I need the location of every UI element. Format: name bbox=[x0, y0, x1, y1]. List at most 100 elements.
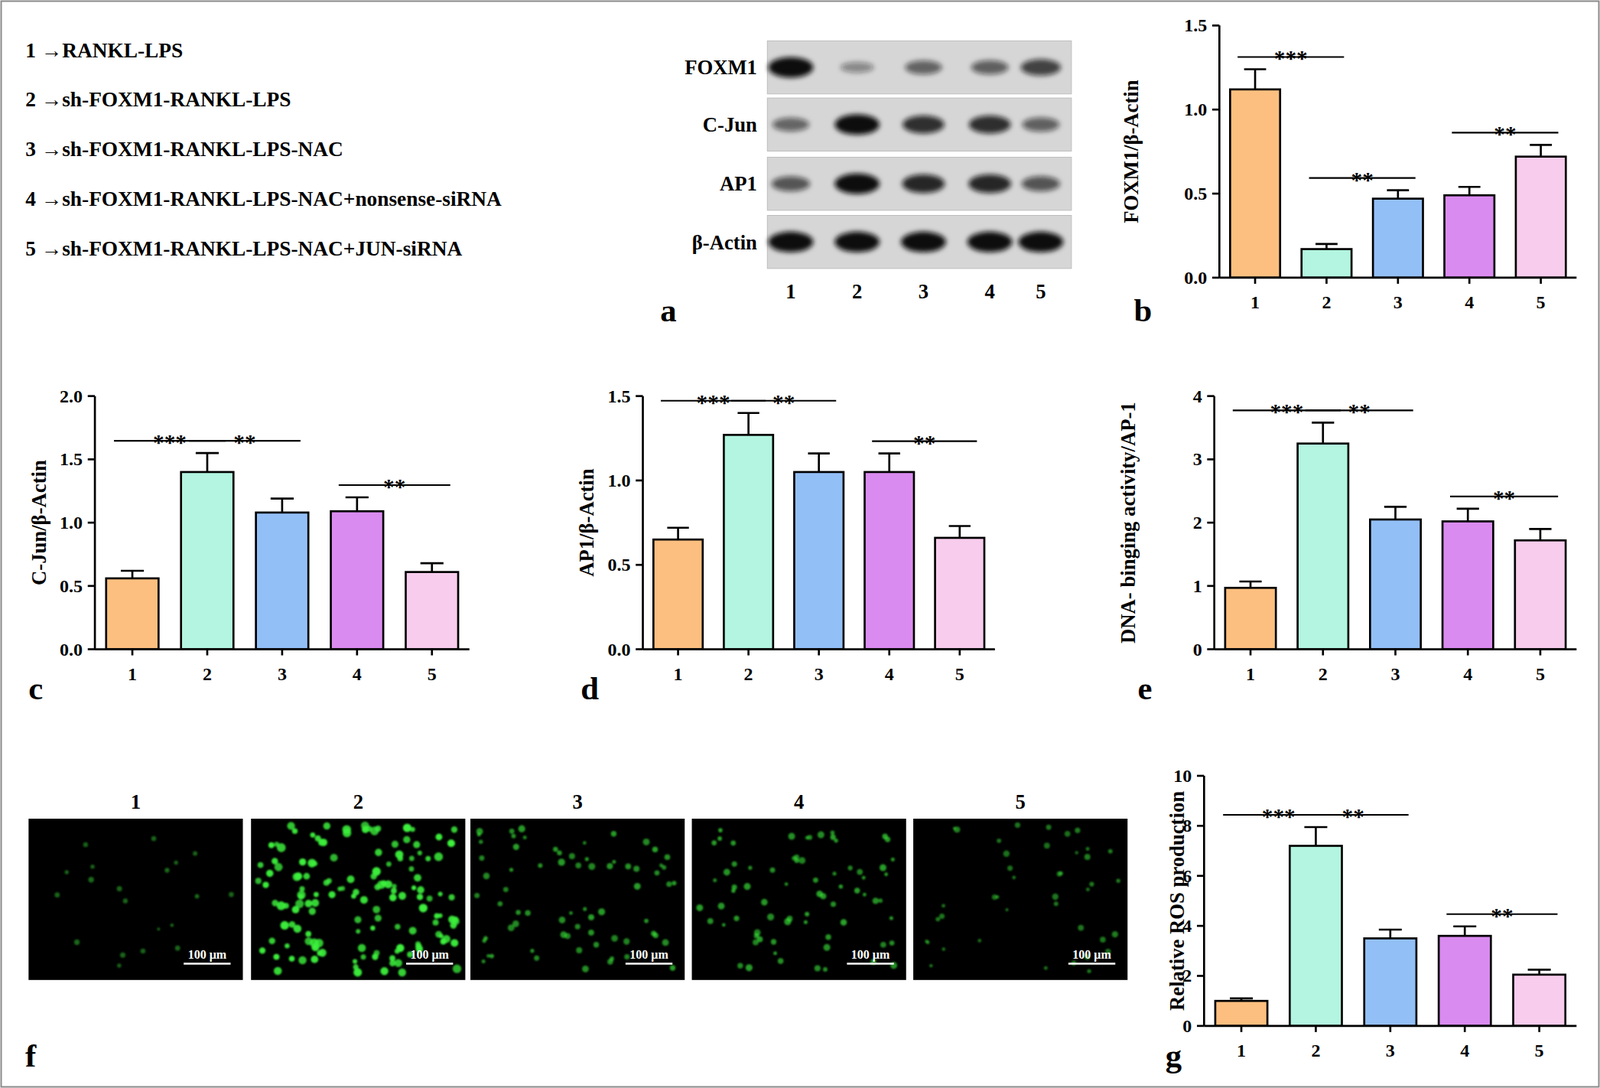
cell bbox=[569, 852, 576, 859]
x-tick bbox=[676, 649, 680, 656]
cell bbox=[588, 913, 595, 921]
cell bbox=[1011, 875, 1016, 880]
cell bbox=[397, 855, 404, 862]
cell bbox=[813, 877, 819, 883]
bar bbox=[1364, 937, 1417, 1025]
cell bbox=[582, 840, 587, 845]
cell bbox=[588, 862, 596, 870]
bar-chart: 024681012345Relative ROS production*****… bbox=[1165, 765, 1578, 1074]
cell bbox=[450, 938, 459, 947]
cell bbox=[1086, 887, 1090, 892]
cell bbox=[695, 904, 703, 911]
bar bbox=[1372, 198, 1423, 278]
x-tick-label: 3 bbox=[1385, 1040, 1396, 1061]
cell bbox=[357, 943, 367, 953]
cell bbox=[474, 892, 480, 898]
cell bbox=[274, 862, 283, 872]
cell bbox=[398, 891, 407, 900]
cell bbox=[611, 830, 617, 836]
cell bbox=[803, 920, 808, 924]
cell bbox=[371, 952, 378, 960]
error-bar bbox=[1229, 998, 1253, 1001]
cell bbox=[833, 838, 838, 843]
cell bbox=[307, 858, 316, 867]
cell bbox=[330, 853, 339, 862]
y-tick-label: 0.5 bbox=[59, 575, 83, 596]
x-tick-label: 5 bbox=[1536, 292, 1546, 313]
significance-stars: ** bbox=[1490, 903, 1513, 928]
cell bbox=[1086, 969, 1091, 973]
y-tick-label: 3 bbox=[1193, 448, 1203, 469]
cell bbox=[435, 930, 443, 938]
cell bbox=[432, 919, 440, 926]
cell bbox=[83, 842, 88, 847]
bar-chart: 0.00.51.01.512345AP1/β-Actin*******d bbox=[575, 386, 995, 706]
micrographs: 1100 μm2100 μm3100 μm4100 μm5100 μmf bbox=[25, 790, 1128, 1074]
error-bar bbox=[1458, 186, 1481, 196]
bar bbox=[331, 510, 384, 649]
y-axis bbox=[641, 396, 644, 650]
cell bbox=[374, 848, 383, 856]
cell bbox=[926, 939, 931, 944]
cell bbox=[448, 839, 456, 847]
cell bbox=[533, 955, 540, 961]
cell bbox=[123, 897, 128, 903]
cell bbox=[585, 856, 589, 861]
significance-stars: ** bbox=[913, 430, 936, 456]
cell bbox=[296, 890, 306, 899]
y-tick-label: 0.0 bbox=[1183, 267, 1207, 288]
cell bbox=[319, 838, 328, 846]
cell bbox=[419, 903, 428, 912]
x-tick bbox=[1468, 277, 1471, 284]
cell bbox=[512, 920, 520, 927]
cell bbox=[1099, 936, 1106, 943]
y-tick-label: 2 bbox=[1193, 512, 1203, 533]
y-tick bbox=[635, 394, 643, 397]
cell bbox=[650, 930, 657, 936]
y-tick bbox=[1206, 458, 1214, 461]
error-bar bbox=[878, 453, 901, 472]
panel-letter: d bbox=[580, 669, 599, 706]
y-tick bbox=[1196, 774, 1204, 778]
cell bbox=[87, 876, 94, 882]
x-tick bbox=[1539, 649, 1542, 656]
y-tick-label: 10 bbox=[1173, 765, 1192, 786]
cell bbox=[352, 888, 360, 896]
blot-band bbox=[1021, 117, 1060, 132]
x-tick bbox=[958, 649, 961, 656]
y-tick bbox=[87, 521, 95, 524]
y-tick bbox=[1196, 1024, 1204, 1028]
y-tick bbox=[1212, 24, 1220, 27]
x-tick-label: 1 bbox=[127, 663, 137, 684]
x-tick bbox=[817, 649, 820, 656]
cell bbox=[374, 825, 381, 832]
error-bar bbox=[1529, 144, 1552, 157]
cell bbox=[839, 884, 844, 889]
cell bbox=[537, 862, 543, 868]
significance-stars: ** bbox=[1493, 121, 1516, 147]
cell bbox=[737, 962, 743, 968]
lane-label: 5 bbox=[1035, 279, 1046, 303]
cell bbox=[816, 890, 823, 897]
cell bbox=[389, 893, 397, 901]
cell bbox=[712, 878, 717, 882]
cell bbox=[723, 868, 731, 875]
cell bbox=[259, 946, 266, 953]
blot-band bbox=[834, 173, 880, 195]
cell bbox=[497, 900, 504, 907]
error-bar bbox=[949, 526, 971, 538]
cell bbox=[606, 862, 613, 869]
y-tick-label: 4 bbox=[1193, 386, 1203, 407]
cell bbox=[643, 838, 651, 846]
cell bbox=[286, 821, 295, 830]
y-tick-label: 0 bbox=[1182, 1015, 1192, 1036]
cell bbox=[353, 967, 362, 976]
cell bbox=[830, 830, 836, 836]
blot-row-label: C-Jun bbox=[702, 113, 758, 137]
cell bbox=[434, 852, 444, 862]
scale-bar-label: 100 μm bbox=[188, 947, 228, 962]
scale-bar bbox=[1068, 962, 1116, 965]
cell bbox=[1089, 881, 1094, 886]
cell bbox=[151, 835, 157, 842]
cell bbox=[770, 867, 776, 873]
